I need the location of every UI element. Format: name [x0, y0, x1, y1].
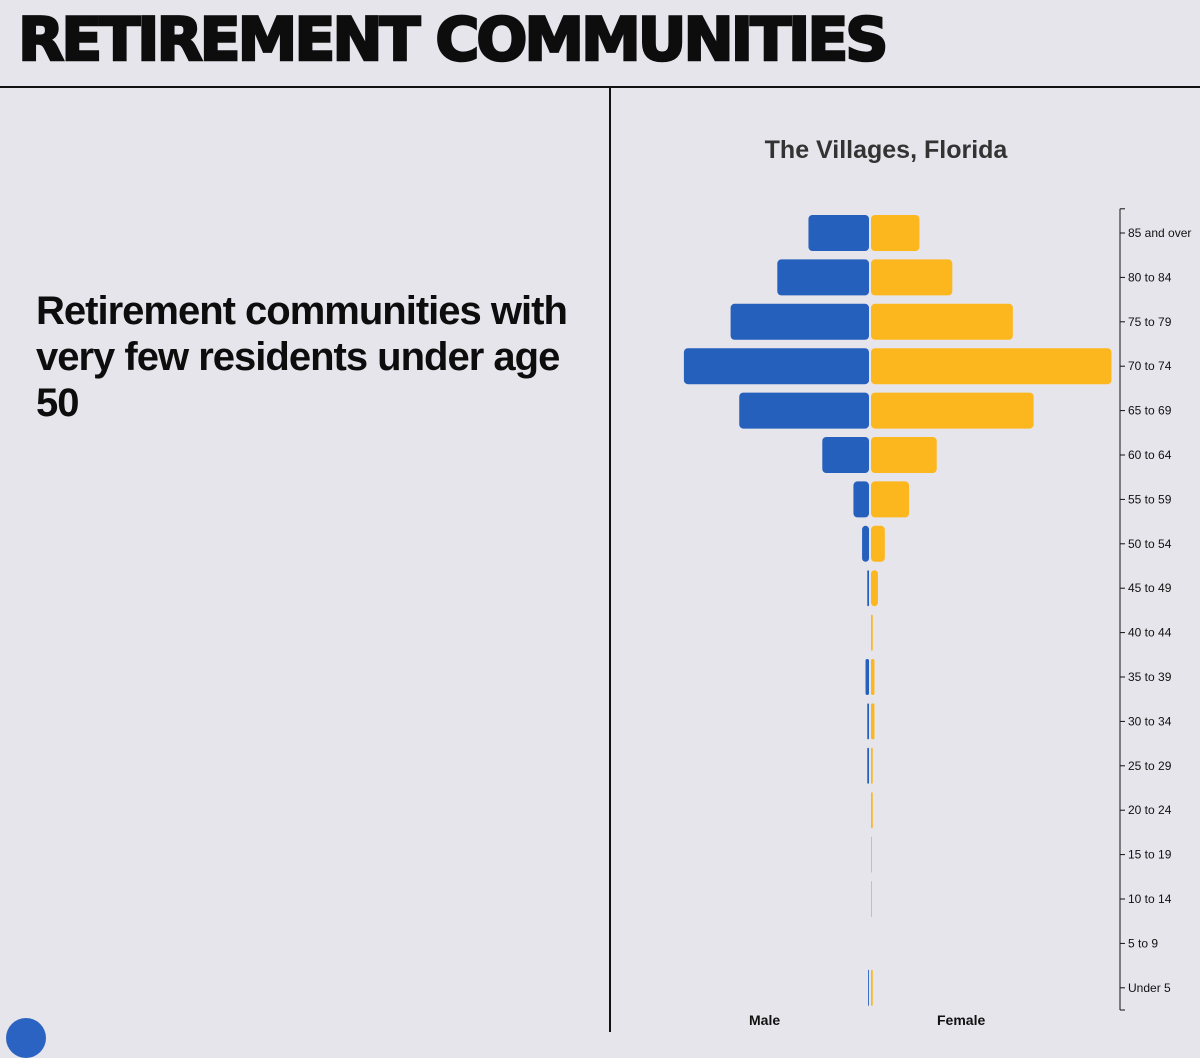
y-tick-label: 35 to 39 — [1128, 670, 1172, 684]
y-tick-label: Under 5 — [1128, 981, 1171, 995]
corner-badge-icon[interactable] — [6, 1018, 46, 1058]
y-tick-label: 5 to 9 — [1128, 936, 1158, 950]
y-tick-label: 15 to 19 — [1128, 848, 1172, 862]
bar-female-25-to-29 — [871, 747, 873, 784]
bar-male-35-to-39 — [865, 659, 869, 695]
headline-text: Retirement communities with very few res… — [36, 289, 568, 425]
page-title: RETIREMENT COMMUNITIES — [17, 5, 890, 76]
x-axis-label-male: Male — [749, 1012, 781, 1028]
bar-male-70-to-74 — [683, 348, 869, 385]
y-tick-label: 45 to 49 — [1128, 581, 1172, 595]
bar-female-55-to-59 — [871, 481, 910, 518]
bar-female-60-to-64 — [871, 437, 937, 473]
bar-female-under-5 — [871, 969, 873, 1006]
bar-female-70-to-74 — [871, 348, 1112, 385]
chart-title: The Villages, Florida — [764, 136, 1008, 164]
bar-female-75-to-79 — [871, 303, 1013, 340]
y-tick-label: 55 to 59 — [1128, 492, 1172, 506]
y-tick-label: 65 to 69 — [1128, 404, 1172, 418]
bar-male-65-to-69 — [739, 392, 869, 429]
panel-divider — [609, 88, 611, 1032]
bar-male-50-to-54 — [862, 525, 869, 562]
bar-female-40-to-44 — [871, 614, 873, 651]
y-tick-label: 30 to 34 — [1128, 714, 1172, 728]
bar-male-55-to-59 — [853, 481, 869, 518]
y-tick-label: 80 to 84 — [1128, 270, 1172, 284]
bar-male-75-to-79 — [730, 303, 869, 340]
bar-female-65-to-69 — [871, 392, 1034, 429]
bar-female-10-to-14 — [871, 881, 872, 917]
bar-female-80-to-84 — [871, 259, 953, 296]
y-tick-label: 25 to 29 — [1128, 759, 1172, 773]
bar-female-35-to-39 — [871, 659, 875, 695]
bar-female-20-to-24 — [871, 792, 873, 829]
chart-panel: The Villages, Florida 85 and over 80 to 8… — [611, 88, 1200, 1032]
bar-female-15-to-19 — [871, 836, 872, 873]
y-tick-label: 40 to 44 — [1128, 626, 1172, 640]
bar-female-50-to-54 — [871, 525, 885, 562]
bar-female-85-and-over — [871, 215, 920, 251]
bar-male-25-to-29 — [867, 747, 869, 784]
bar-female-30-to-34 — [871, 703, 875, 740]
y-tick-label: 20 to 24 — [1128, 803, 1172, 817]
y-tick-label: 85 and over — [1128, 226, 1191, 240]
bar-male-30-to-34 — [867, 703, 869, 740]
population-pyramid-chart: 85 and over 80 to 84 75 to 79 70 to 74 65 to… — [683, 208, 1191, 1011]
y-tick-label: 75 to 79 — [1128, 315, 1172, 329]
x-axis-label-female: Female — [937, 1012, 986, 1028]
y-tick-label: 50 to 54 — [1128, 537, 1172, 551]
bar-male-80-to-84 — [777, 259, 869, 296]
y-tick-label: 60 to 64 — [1128, 448, 1172, 462]
bar-female-45-to-49 — [871, 570, 878, 607]
bar-male-60-to-64 — [822, 437, 869, 473]
bar-male-under-5 — [868, 969, 869, 1006]
description-panel: Retirement communities with very few res… — [0, 88, 609, 1032]
page-header: RETIREMENT COMMUNITIES — [0, 0, 1200, 88]
y-tick-label: 10 to 14 — [1128, 892, 1172, 906]
y-tick-label: 70 to 74 — [1128, 359, 1172, 373]
bar-male-85-and-over — [808, 215, 869, 251]
bar-male-45-to-49 — [867, 570, 869, 607]
